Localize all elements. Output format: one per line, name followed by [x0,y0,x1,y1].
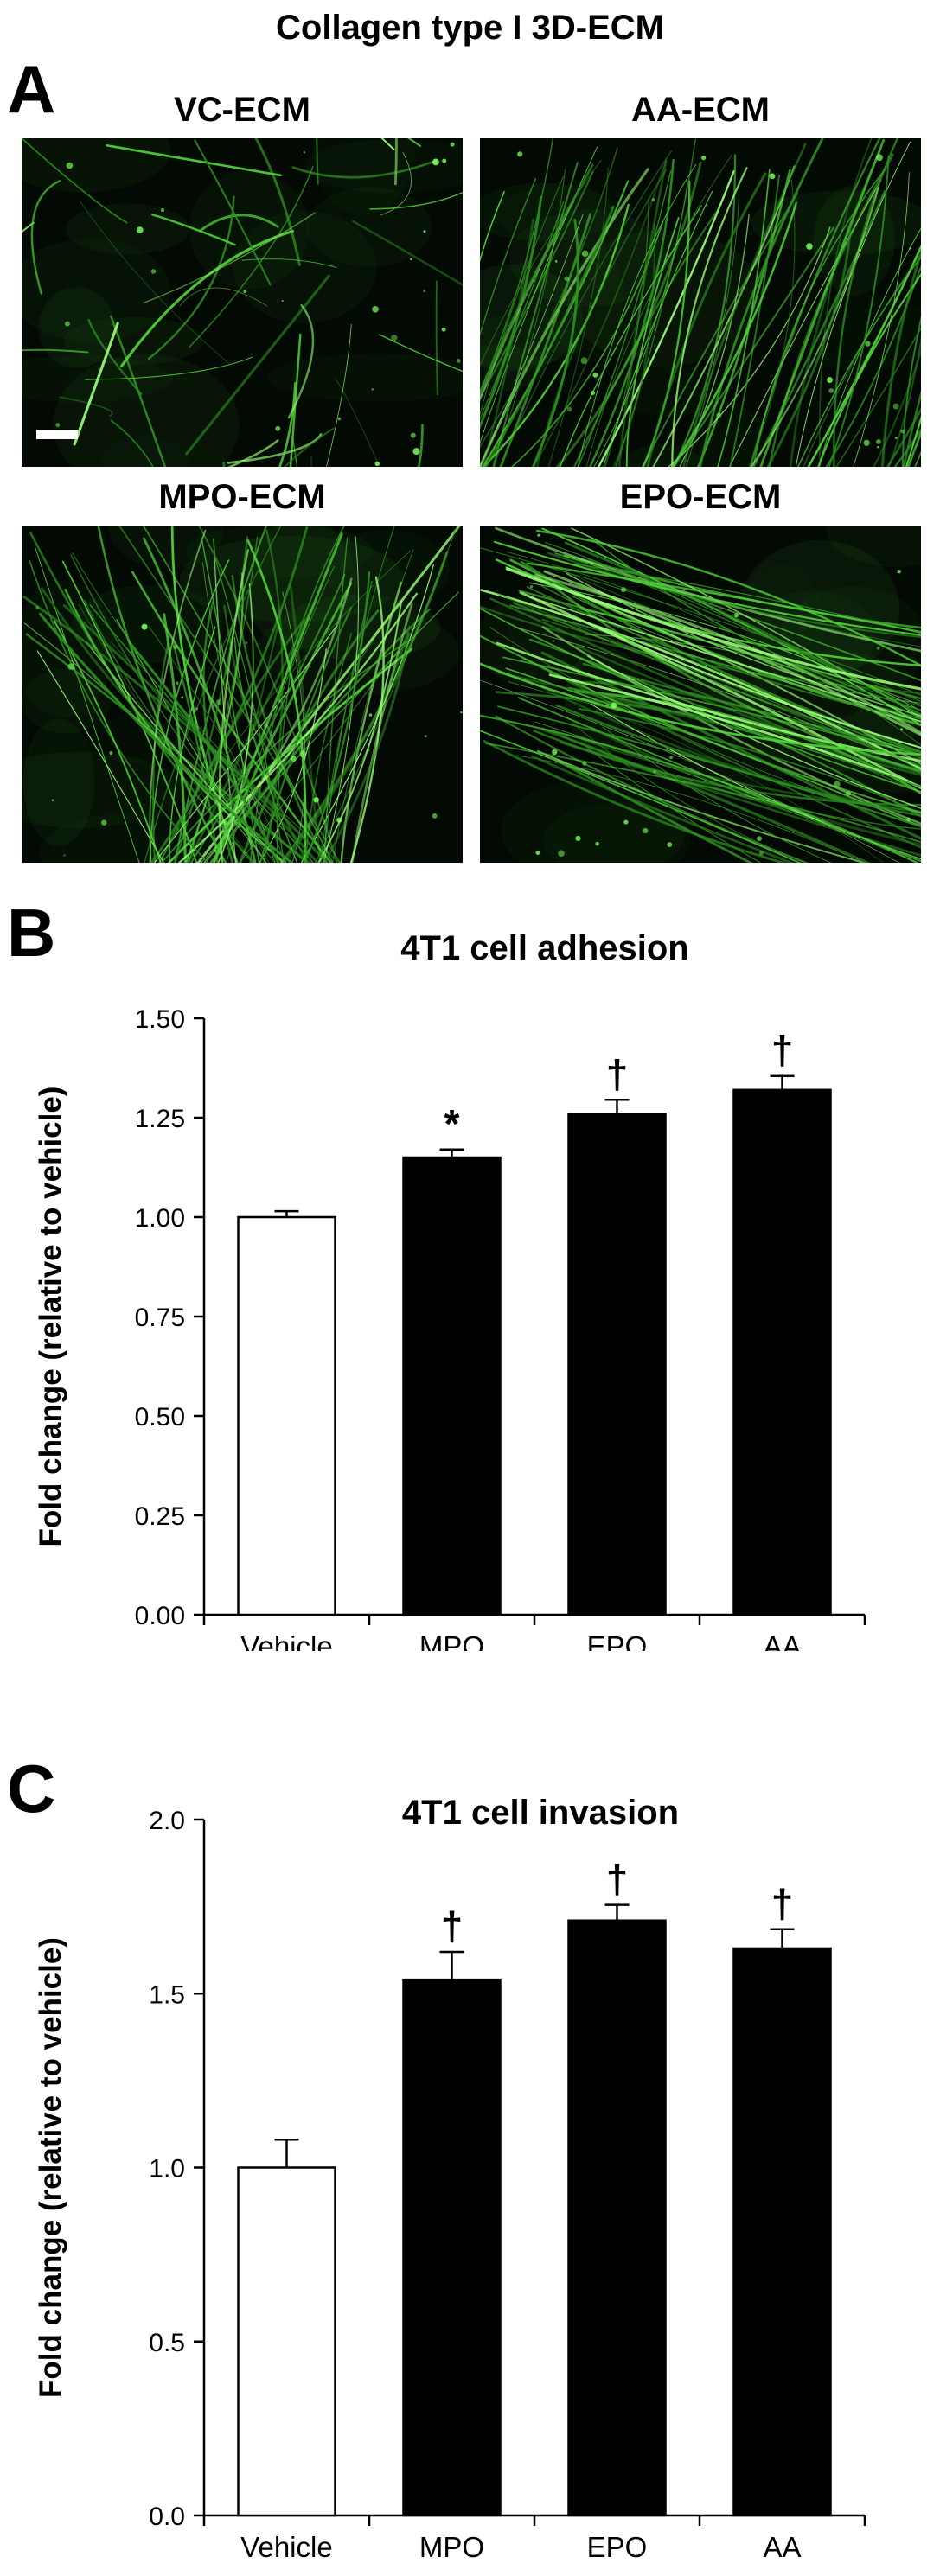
y-tick-label: 1.00 [135,1204,185,1233]
y-tick-label: 0.50 [135,1403,185,1431]
y-tick-label: 1.25 [135,1105,185,1133]
bar-epo [567,1113,667,1616]
x-tick-label: MPO [419,1630,484,1651]
bar-mpo [402,1978,502,2517]
image-title-aa-ecm: AA-ECM [631,91,770,129]
y-tick-label: 1.5 [149,1980,185,2009]
figure-title: Collagen type I 3D-ECM [276,9,664,47]
y-tick-label: 1.0 [149,2155,185,2184]
x-tick-label: AA [763,1630,801,1651]
significance-marker: * [444,1101,460,1146]
bar-aa [732,1088,832,1616]
x-tick-label: EPO [587,2531,648,2563]
image-title-mpo-ecm: MPO-ECM [158,478,326,516]
y-axis-label: Fold change (relative to vehicle) [34,1937,67,2398]
y-tick-label: 2.0 [149,1807,185,1835]
bar-vehicle [237,2166,336,2517]
image-title-epo-ecm: EPO-ECM [619,478,782,516]
bar-aa [732,1947,832,2517]
significance-marker: † [606,1857,629,1902]
chart-title: 4T1 cell adhesion [400,929,688,967]
bar-vehicle [237,1215,336,1616]
micrograph-vc-ecm [22,138,463,467]
invasion-chart: 4T1 cell invasion Fold change (relative t… [0,1763,940,2572]
scale-bar [36,430,78,439]
y-tick-label: 0.5 [149,2329,185,2357]
y-tick-label: 0.0 [149,2503,185,2531]
y-tick-label: 0.00 [135,1602,185,1630]
y-tick-label: 0.25 [135,1502,185,1531]
significance-marker: † [771,1028,794,1073]
significance-marker: † [771,1881,794,1926]
chart-title: 4T1 cell invasion [402,1794,679,1832]
panel-c-letter: C [7,1750,56,1827]
significance-marker: † [606,1051,629,1096]
x-tick-label: MPO [419,2531,484,2563]
y-tick-label: 1.50 [135,1005,185,1034]
micrograph-mpo-ecm [22,526,463,863]
panel-a-letter: A [7,51,56,127]
x-tick-label: EPO [587,1630,648,1651]
image-title-vc-ecm: VC-ECM [174,91,310,129]
x-tick-label: Vehicle [240,1630,332,1651]
micrograph-epo-ecm [480,526,921,863]
x-tick-label: Vehicle [240,2531,332,2563]
bar-epo [567,1919,667,2517]
adhesion-chart: 4T1 cell adhesion Fold change (relative t… [0,908,940,1662]
x-tick-label: AA [763,2531,801,2563]
micrograph-aa-ecm [480,138,921,467]
y-axis-label: Fold change (relative to vehicle) [34,1087,67,1547]
significance-marker: † [441,1903,464,1948]
panel-b-letter: B [7,895,56,971]
y-tick-label: 0.75 [135,1304,185,1332]
bar-mpo [402,1156,502,1616]
